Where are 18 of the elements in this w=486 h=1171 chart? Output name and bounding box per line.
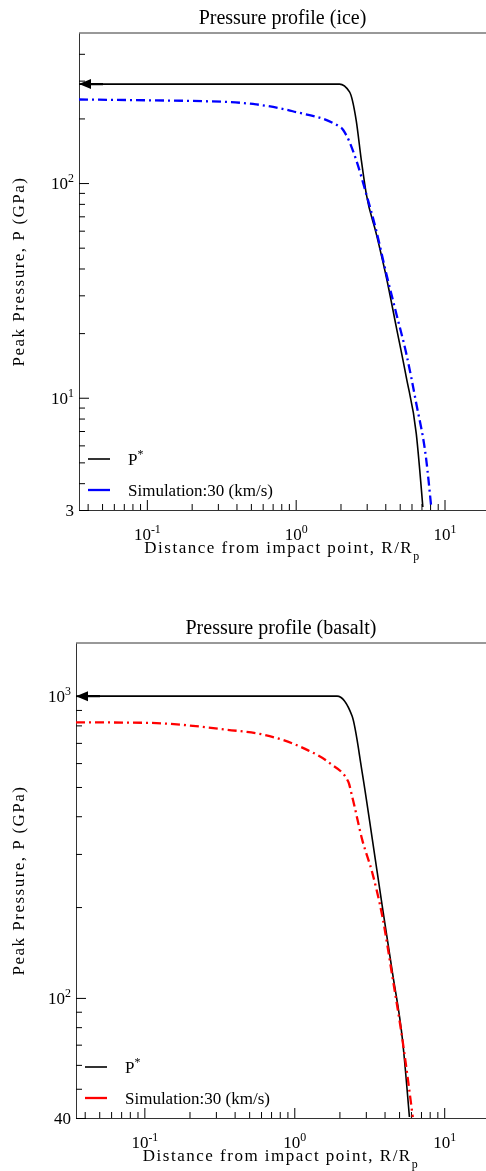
y-tick-label: 10$^{2}$	[48, 985, 72, 1008]
chart-title: Pressure profile (basalt)	[185, 616, 377, 639]
x-tick-label: 10$^{1}$	[433, 1130, 457, 1153]
chart-title: Pressure profile (ice)	[198, 6, 367, 29]
y-tick-label: 3	[65, 500, 74, 520]
y-tick-label: 10$^{3}$	[48, 684, 72, 707]
x-tick-label: 10$^{1}$	[433, 522, 457, 545]
y-tick-label: 40	[54, 1108, 71, 1128]
y-tick-label: 10$^{2}$	[51, 171, 75, 193]
legend-label: P$^{*}$	[128, 447, 144, 469]
x-tick-label: 10$^{0}$	[283, 1130, 307, 1153]
y-axis-title: Peak Pressure, P (GPa)	[9, 785, 28, 976]
x-tick-label: 10$^{0}$	[284, 522, 308, 545]
legend-label: Simulation:30 (km/s)	[125, 1089, 270, 1108]
legend-label: P$^{*}$	[125, 1055, 141, 1077]
y-axis-title: Peak Pressure, P (GPa)	[9, 176, 28, 367]
y-tick-label: 10$^{1}$	[51, 385, 75, 408]
legend-label: Simulation:30 (km/s)	[128, 481, 273, 500]
